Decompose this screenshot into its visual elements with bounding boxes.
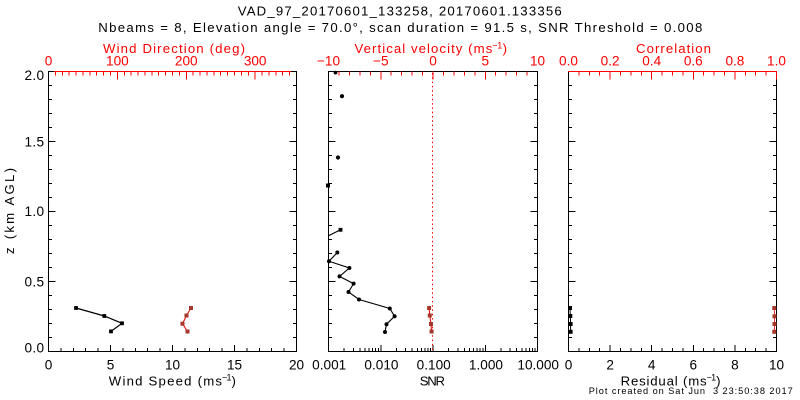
svg-text:Residual (ms: Residual (ms	[621, 373, 707, 388]
svg-text:200: 200	[175, 54, 198, 69]
svg-text:10.000: 10.000	[517, 358, 559, 373]
svg-text:10: 10	[165, 358, 181, 373]
svg-text:1.5: 1.5	[25, 134, 45, 149]
svg-text:8: 8	[731, 358, 739, 373]
svg-text:−1: −1	[492, 40, 502, 50]
svg-text:): )	[503, 41, 507, 56]
svg-text:15: 15	[227, 358, 242, 373]
svg-text:−10: −10	[317, 54, 340, 69]
svg-text:z (km AGL): z (km AGL)	[2, 168, 17, 254]
svg-text:0.8: 0.8	[725, 54, 744, 69]
svg-text:2: 2	[606, 358, 614, 373]
svg-text:0.2: 0.2	[601, 54, 620, 69]
svg-text:Correlation: Correlation	[636, 41, 711, 56]
svg-text:0.4: 0.4	[642, 54, 661, 69]
svg-text:0.001: 0.001	[312, 358, 346, 373]
svg-text:0.6: 0.6	[684, 54, 703, 69]
svg-text:0: 0	[45, 54, 53, 69]
svg-text:): )	[716, 373, 720, 388]
svg-text:5: 5	[481, 54, 489, 69]
svg-text:10: 10	[769, 358, 785, 373]
svg-text:100: 100	[106, 54, 129, 69]
svg-text:1.000: 1.000	[469, 358, 503, 373]
svg-text:5: 5	[107, 358, 115, 373]
svg-text:20: 20	[289, 358, 305, 373]
svg-text:300: 300	[244, 54, 267, 69]
svg-text:−5: −5	[373, 54, 389, 69]
svg-text:−1: −1	[707, 373, 717, 383]
svg-text:Wind Speed (ms: Wind Speed (ms	[109, 373, 223, 388]
svg-text:4: 4	[648, 358, 656, 373]
svg-text:0.0: 0.0	[25, 341, 45, 356]
svg-text:1.0: 1.0	[767, 54, 786, 69]
svg-text:0.100: 0.100	[417, 358, 451, 373]
svg-text:−1: −1	[222, 373, 232, 383]
svg-text:Wind Direction (deg): Wind Direction (deg)	[103, 41, 245, 56]
svg-text:0.010: 0.010	[364, 358, 398, 373]
svg-text:0: 0	[429, 54, 437, 69]
svg-text:VAD_97_20170601_133258, 201706: VAD_97_20170601_133258, 20170601.133356	[238, 4, 562, 19]
svg-text:0: 0	[565, 358, 573, 373]
svg-text:Nbeams = 8, Elevation angle =: Nbeams = 8, Elevation angle = 70.0°, sca…	[98, 20, 702, 35]
svg-text:2.0: 2.0	[25, 68, 45, 83]
svg-text:): )	[232, 373, 236, 388]
svg-text:1.0: 1.0	[25, 204, 45, 219]
svg-text:SNR: SNR	[420, 373, 445, 388]
svg-text:10: 10	[530, 54, 546, 69]
svg-text:0.5: 0.5	[25, 274, 45, 289]
svg-text:Plot created on Sat Jun 3 23:: Plot created on Sat Jun 3 23:50:38 2017	[589, 386, 793, 396]
svg-text:6: 6	[690, 358, 698, 373]
svg-text:0.0: 0.0	[559, 54, 578, 69]
svg-text:Vertical velocity (ms: Vertical velocity (ms	[355, 41, 493, 56]
svg-text:0: 0	[45, 358, 53, 373]
